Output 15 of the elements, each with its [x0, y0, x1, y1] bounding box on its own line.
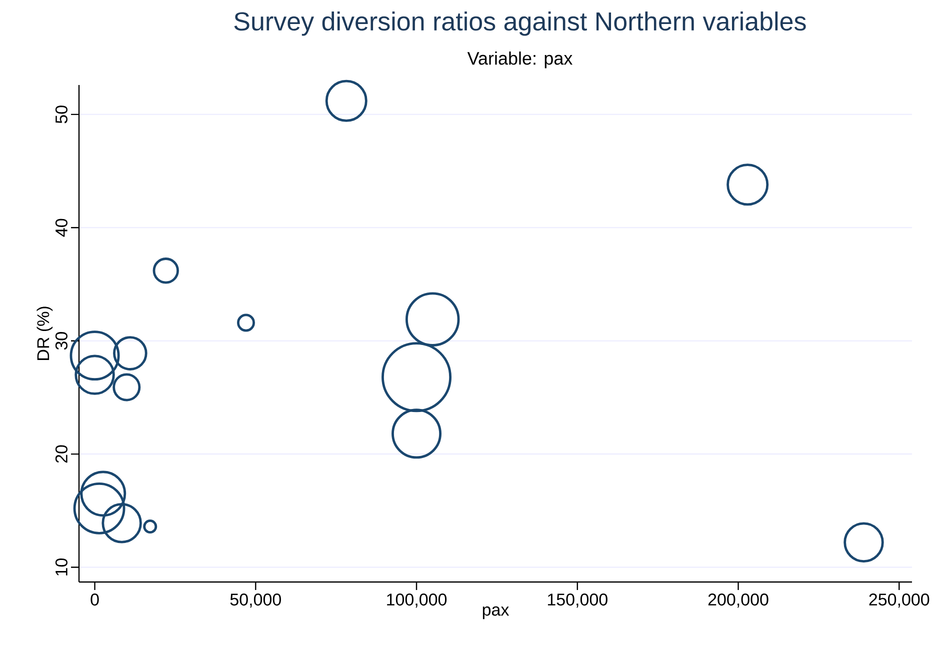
x-tick-label: 50,000: [230, 594, 281, 608]
x-tick-label: 150,000: [548, 594, 608, 608]
x-tick-label: 250,000: [869, 594, 930, 608]
y-tick-label: 20: [55, 445, 68, 463]
x-tick-label: 200,000: [708, 594, 768, 608]
y-axis-title: DR (%): [36, 306, 53, 360]
x-tick-label: 100,000: [387, 594, 447, 608]
y-tick-label: 30: [55, 332, 68, 350]
x-tick-label: 0: [90, 594, 99, 606]
y-tick-label: 10: [55, 558, 68, 576]
chart-subtitle: Variable: pax: [467, 52, 572, 68]
y-tick-label: 40: [55, 218, 68, 237]
chart-title: Survey diversion ratios against Northern variables: [234, 12, 806, 36]
y-tick-label: 50: [55, 106, 68, 124]
x-axis-title: pax: [482, 606, 510, 620]
